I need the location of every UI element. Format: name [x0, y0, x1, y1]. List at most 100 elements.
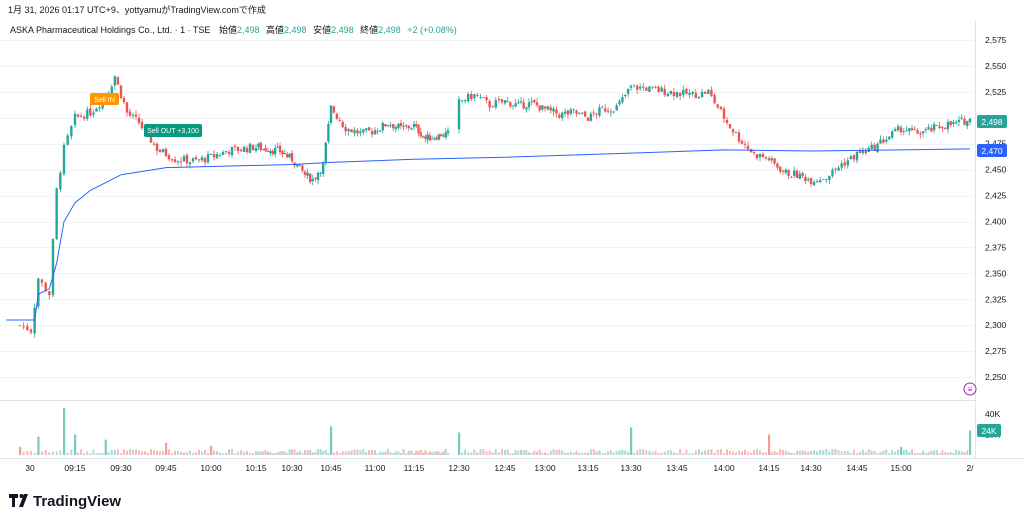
volume-bar — [581, 452, 584, 455]
candle — [913, 126, 916, 131]
candle — [790, 175, 793, 178]
volume-bar — [679, 449, 682, 455]
volume-bar — [365, 452, 368, 455]
volume-bar — [787, 451, 790, 455]
volume-bar — [482, 449, 485, 455]
sell-in-marker[interactable]: Sell IN — [90, 93, 119, 105]
volume-bar — [933, 450, 936, 455]
candle — [919, 131, 922, 139]
volume-bar — [885, 449, 888, 455]
candle — [384, 124, 387, 128]
volume-bar — [293, 449, 296, 455]
candle — [896, 124, 900, 133]
time-tick-label: 10:00 — [200, 463, 222, 473]
volume-bar — [773, 451, 776, 455]
volume-bar — [747, 451, 749, 455]
candle — [394, 125, 397, 133]
svg-text:≡: ≡ — [968, 385, 973, 394]
candle — [552, 106, 555, 116]
gridlines — [0, 40, 975, 378]
volume-bar — [672, 452, 675, 455]
volume-bar — [902, 450, 905, 455]
candle — [825, 178, 828, 184]
volume-bar — [77, 452, 80, 455]
candle — [635, 84, 639, 94]
volume-bar — [488, 450, 491, 455]
volume-bar — [344, 451, 347, 455]
candle — [864, 147, 867, 156]
volume-bar — [957, 450, 960, 455]
candle — [399, 119, 403, 130]
volume-bar — [327, 453, 330, 455]
volume-bar — [651, 452, 654, 455]
volume-bar — [422, 452, 425, 455]
volume-bar — [479, 449, 482, 455]
candle — [271, 148, 274, 157]
volume-bar — [905, 449, 908, 455]
candle — [426, 131, 429, 144]
candle — [338, 116, 341, 122]
volume-bar — [301, 453, 304, 455]
volume-bar — [59, 450, 62, 455]
candle — [419, 128, 422, 139]
candle — [867, 145, 870, 153]
candle — [421, 135, 425, 139]
candle — [440, 133, 443, 137]
volume-spike-bar — [969, 430, 972, 455]
sell-out-marker[interactable]: Sell OUT +3,100 — [144, 124, 202, 137]
time-tick-label: 14:00 — [713, 463, 735, 473]
volume-bar — [843, 450, 846, 455]
volume-bar — [584, 452, 587, 455]
time-tick-label: 14:30 — [800, 463, 822, 473]
volume-bar — [86, 451, 89, 455]
time-tick-label: 13:00 — [534, 463, 556, 473]
candle — [494, 97, 497, 110]
tradingview-logo[interactable]: TradingView — [9, 493, 121, 510]
candle — [558, 112, 561, 119]
volume-bar — [587, 452, 589, 455]
candle — [876, 141, 879, 154]
candle — [276, 142, 279, 148]
candle — [254, 144, 258, 154]
candle — [882, 136, 885, 144]
volume-bar — [793, 453, 796, 455]
candle — [704, 90, 707, 94]
candle — [389, 121, 392, 129]
price-axis[interactable]: 2,5752,5502,5252,5002,4752,4502,4252,400… — [985, 35, 1007, 382]
volume-bar — [153, 450, 155, 455]
volume-bar — [707, 449, 710, 455]
time-tick-label: 10:30 — [281, 463, 303, 473]
volume-bar — [276, 452, 279, 455]
vwap-price-label: 2,470 — [977, 144, 1007, 157]
volume-bar — [694, 450, 697, 455]
volume-bar — [394, 451, 397, 455]
volume-bar — [228, 449, 230, 455]
volume-bar — [682, 453, 685, 455]
candle — [555, 106, 558, 118]
volume-bar — [504, 449, 506, 455]
candle — [503, 100, 507, 106]
volume-bar — [107, 451, 110, 455]
volume-bar — [279, 451, 281, 455]
time-axis[interactable]: 30 09:15 09:30 09:45 10:00 10:15 10:30 10:45 11:… — [25, 463, 974, 473]
time-tick-label: 13:45 — [666, 463, 688, 473]
alert-marker-icon[interactable]: ≡ — [963, 382, 977, 396]
volume-bar — [473, 449, 476, 455]
candle — [367, 127, 371, 132]
volume-bar — [424, 450, 427, 455]
candle — [362, 129, 365, 136]
time-tick-label: 10:15 — [245, 463, 267, 473]
candle — [200, 155, 204, 163]
volume-bar — [497, 452, 500, 455]
volume-bar — [26, 451, 29, 455]
candle — [612, 110, 615, 114]
candle — [89, 104, 92, 117]
candle — [645, 86, 648, 91]
candle — [624, 93, 627, 99]
volume-bar — [813, 450, 816, 455]
candle — [530, 97, 533, 106]
candle — [218, 153, 222, 158]
volume-bar — [685, 449, 688, 455]
price-pane[interactable] — [0, 40, 975, 456]
